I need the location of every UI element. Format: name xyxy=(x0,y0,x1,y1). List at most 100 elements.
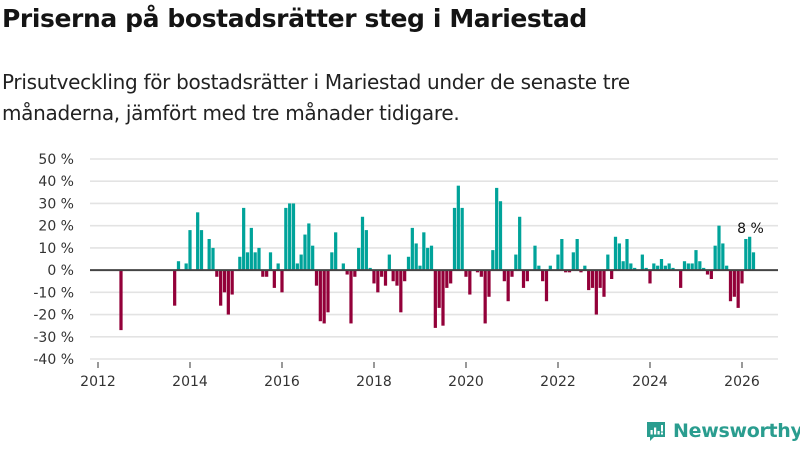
bar xyxy=(341,263,345,271)
bar xyxy=(468,270,472,295)
bar xyxy=(537,265,541,271)
bar xyxy=(422,232,426,271)
bar xyxy=(291,203,296,271)
bar xyxy=(663,265,667,271)
bar xyxy=(215,270,219,277)
bar xyxy=(364,230,368,271)
bar xyxy=(744,239,748,271)
bar xyxy=(222,270,227,293)
x-axis: 2012 2014 2016 2018 2020 2022 2024 2026 xyxy=(80,362,760,390)
bar xyxy=(613,236,618,271)
bar xyxy=(544,270,549,302)
bar-chart-speech-bubble-icon xyxy=(647,422,665,441)
x-tick-label: 2024 xyxy=(632,374,668,390)
bar xyxy=(360,216,365,271)
bar xyxy=(571,252,575,271)
x-tick-label: 2014 xyxy=(172,374,208,390)
bar xyxy=(583,265,587,271)
bar xyxy=(518,216,522,271)
bar xyxy=(521,270,526,288)
bar xyxy=(387,254,391,271)
bar xyxy=(372,270,376,284)
bar xyxy=(433,270,437,328)
bar xyxy=(199,230,204,271)
bar xyxy=(705,270,710,275)
bar xyxy=(445,270,449,288)
bar xyxy=(564,270,568,273)
bar xyxy=(621,261,625,271)
bar xyxy=(322,270,326,324)
bar xyxy=(694,250,698,271)
bar xyxy=(498,201,503,271)
bar xyxy=(751,252,756,271)
bar xyxy=(736,270,740,308)
bar xyxy=(184,263,188,271)
bar xyxy=(502,270,506,282)
bar xyxy=(249,227,253,271)
bar xyxy=(318,270,322,322)
x-tick-label: 2016 xyxy=(264,374,300,390)
bar xyxy=(211,247,215,271)
bar xyxy=(299,254,303,271)
bar xyxy=(276,263,280,271)
bar xyxy=(311,245,315,271)
bar xyxy=(644,267,648,271)
y-tick-label: -10 % xyxy=(33,285,74,301)
y-tick-label: -40 % xyxy=(33,352,74,368)
bar xyxy=(268,252,273,271)
bar xyxy=(368,267,372,271)
bar xyxy=(288,203,292,271)
bar xyxy=(479,270,483,277)
bar xyxy=(732,270,736,297)
x-tick-label: 2012 xyxy=(80,374,116,390)
bar xyxy=(740,270,744,284)
bar xyxy=(548,265,552,271)
bar xyxy=(326,270,330,313)
bar xyxy=(307,223,311,271)
bar xyxy=(357,247,361,271)
bar xyxy=(242,207,246,271)
bar xyxy=(406,256,411,271)
y-tick-label: 30 % xyxy=(38,196,74,212)
y-tick-label: 10 % xyxy=(38,241,74,257)
bar xyxy=(456,185,460,271)
x-tick-label: 2018 xyxy=(356,374,392,390)
last-value-annotation: 8 % xyxy=(737,221,764,237)
bar xyxy=(667,263,671,271)
bar xyxy=(587,270,591,291)
bar xyxy=(441,270,445,326)
bar xyxy=(709,270,713,279)
bar xyxy=(671,267,675,271)
bar xyxy=(702,267,706,271)
bar xyxy=(686,263,690,271)
bar xyxy=(698,261,702,271)
bar xyxy=(426,247,430,271)
bar xyxy=(452,207,457,271)
bar xyxy=(196,212,200,271)
bar xyxy=(261,270,265,277)
bar xyxy=(349,270,353,324)
bar xyxy=(506,270,510,302)
bar xyxy=(253,252,257,271)
bar xyxy=(207,239,211,271)
y-tick-label: -20 % xyxy=(33,308,74,324)
bar xyxy=(560,239,564,271)
bar xyxy=(265,270,269,277)
bar xyxy=(334,232,338,271)
bar xyxy=(391,270,395,282)
bar xyxy=(659,259,664,271)
bar xyxy=(449,270,453,284)
bar xyxy=(176,261,181,271)
bar xyxy=(418,265,422,271)
bar xyxy=(403,270,407,282)
bar xyxy=(606,254,610,271)
gridlines xyxy=(90,158,778,360)
bar xyxy=(395,270,399,286)
bar xyxy=(173,270,177,306)
bar xyxy=(594,270,598,315)
bar xyxy=(410,227,414,271)
bar xyxy=(491,250,495,271)
bar xyxy=(617,243,621,271)
bar xyxy=(437,270,441,308)
